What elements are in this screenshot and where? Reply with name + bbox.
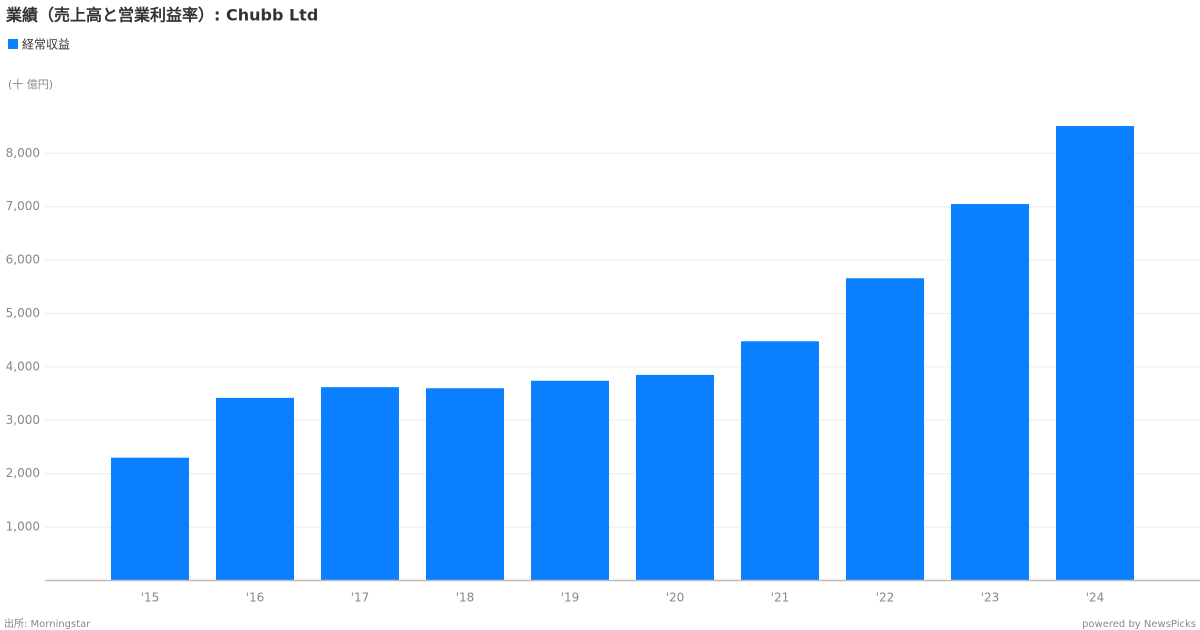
y-tick-label: 8,000 [6,146,40,160]
bar [111,457,189,581]
y-tick-label: 7,000 [6,199,40,213]
unit-label: (十 億円) [8,77,53,91]
legend-swatch [8,39,18,49]
y-tick-label: 3,000 [6,413,40,427]
legend-label: 経常収益 [22,38,70,52]
x-tick-label: '16 [246,591,265,605]
y-tick-label: 5,000 [6,306,40,320]
bar [636,374,714,581]
bar [426,388,504,581]
y-tick-label: 1,000 [6,520,40,534]
x-tick-label: '22 [876,591,895,605]
bar [741,341,819,581]
y-tick-label: 2,000 [6,466,40,480]
bar [846,278,924,581]
bar [216,397,294,581]
bar [951,204,1029,581]
x-tick-label: '23 [981,591,1000,605]
y-tick-label: 6,000 [6,253,40,267]
bar [1056,126,1134,581]
x-tick-label: '17 [351,591,370,605]
credit: powered by NewsPicks [1082,619,1196,630]
y-tick-label: 4,000 [6,359,40,373]
x-tick-label: '21 [771,591,790,605]
bar [531,380,609,581]
x-tick-label: '20 [666,591,685,605]
x-tick-label: '24 [1086,591,1105,605]
x-tick-label: '18 [456,591,475,605]
source: 出所: Morningstar [4,617,91,630]
bar [321,387,399,581]
chart-title: 業績（売上高と営業利益率）: Chubb Ltd [5,6,318,25]
x-tick-label: '19 [561,591,580,605]
x-tick-label: '15 [141,591,160,605]
